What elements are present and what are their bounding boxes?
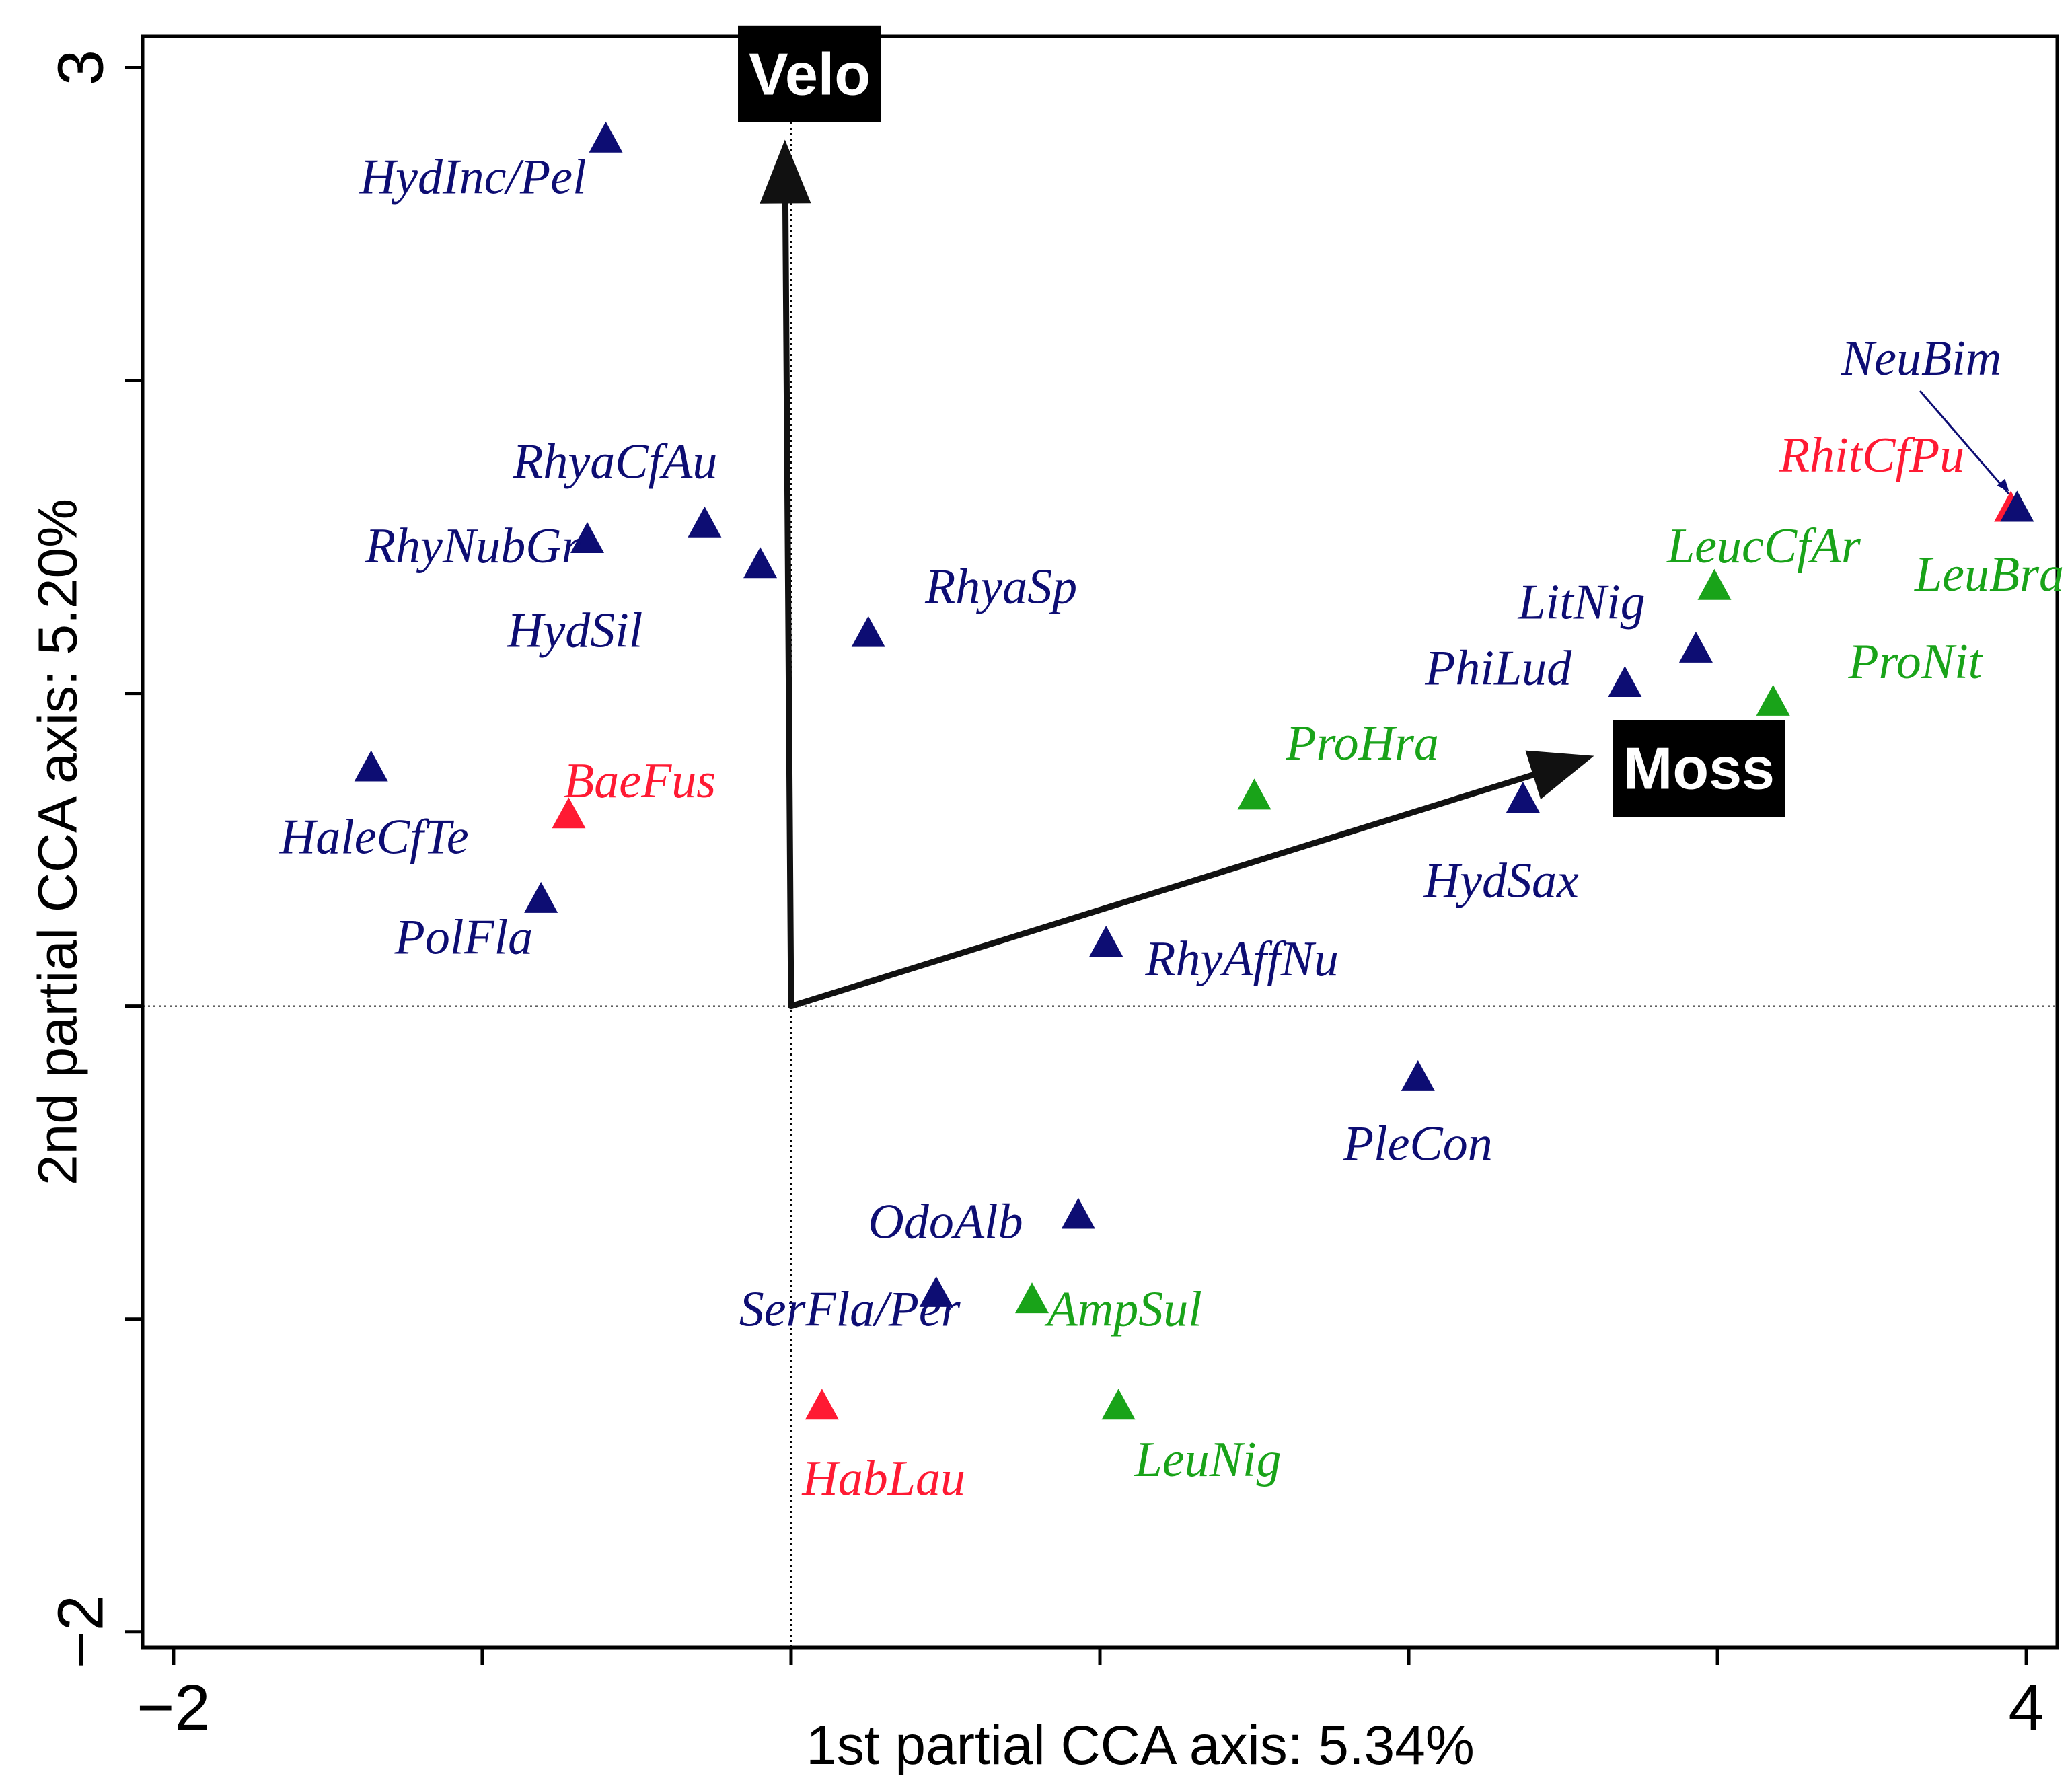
neubim-pointer-line (1919, 390, 2010, 495)
species-label-leubra: LeuBra (1914, 547, 2064, 602)
species-point-baefus (552, 797, 586, 829)
y-axis-title: 2nd partial CCA axis: 5.20% (28, 498, 89, 1185)
species-label-hydsil: HydSil (507, 603, 642, 659)
species-label-odoalb: OdoAlb (868, 1195, 1023, 1250)
species-label-leunig: LeuNig (1134, 1432, 1282, 1487)
vector-shaft-moss (788, 770, 1543, 1010)
vector-label-text: Moss (1623, 735, 1775, 802)
species-label-litnig: LitNig (1517, 575, 1645, 630)
species-label-philud: PhiLud (1424, 640, 1572, 696)
species-point-odoalb (1061, 1197, 1095, 1229)
species-label-baefus: BaeFus (564, 753, 716, 809)
species-point-hablau (805, 1389, 839, 1420)
species-label-neubim: NeuBim (1841, 331, 2001, 386)
species-label-rhynubgr: RhyNubGr (365, 519, 582, 574)
species-point-rhyacfau (688, 506, 722, 538)
x-tick-label-4: 4 (2008, 1672, 2044, 1744)
tick-labels: −2 4 3 −2 (45, 50, 2044, 1744)
vector-arrowhead-velo (760, 139, 811, 204)
species-point-neubim (2000, 490, 2034, 522)
species-label-polfla: PolFla (394, 910, 533, 965)
y-tick-label-3: 3 (45, 50, 117, 85)
species-label-prohra: ProHra (1285, 716, 1439, 771)
species-label-hydinc-pel: HydInc/Pel (359, 149, 587, 205)
species-point-serfla-per (919, 1275, 953, 1307)
species-point-philud (1608, 665, 1642, 697)
species-label-hablau: HabLau (801, 1451, 965, 1506)
species-label-pronit: ProNit (1847, 634, 1983, 690)
species-label-rhyaffnu: RhyAffNu (1144, 932, 1339, 987)
species-point-hydsax (1506, 782, 1540, 813)
species-point-litnig (1678, 631, 1713, 663)
species-point-leuccfar (1697, 568, 1732, 600)
vector-label-box (738, 25, 882, 122)
zero-reference-lines (143, 36, 2057, 1648)
species-point-hydinc-pel (589, 121, 623, 153)
species-point-pronit (1756, 684, 1790, 716)
species-point-rhyasp (851, 616, 885, 647)
species-point-plecon (1401, 1060, 1435, 1091)
species-label-leuccfar: LeucCfAr (1666, 519, 1861, 574)
vector-arrowhead-moss (1525, 750, 1594, 800)
y-axis-ticks (125, 66, 143, 1634)
x-axis-ticks (172, 1648, 2028, 1665)
x-axis-title: 1st partial CCA axis: 5.34% (806, 1715, 1475, 1776)
vector-shaft-velo (782, 193, 794, 1010)
species-label-rhyacfau: RhyaCfAu (512, 434, 717, 489)
species-point-ampsul (1015, 1282, 1049, 1314)
environmental-vector-labels: Velo Moss (738, 25, 1785, 817)
neubim-pointer-head (1997, 478, 2009, 492)
species-label-rhyasp: RhyaSp (924, 559, 1077, 614)
species-label-hydsax: HydSax (1423, 854, 1579, 909)
vector-label-box (1613, 720, 1785, 817)
species-point-rhynubgr (570, 522, 605, 554)
vector-label-velo: Velo (738, 25, 882, 122)
species-point-hydsil (743, 547, 778, 579)
species-point-leunig (1101, 1389, 1136, 1420)
species-label-ampsul: AmpSul (1044, 1282, 1202, 1337)
species-label-serfla-per: SerFla/Per (739, 1282, 961, 1337)
species-point-rhyaffnu (1089, 925, 1123, 957)
species-label-plecon: PleCon (1343, 1116, 1493, 1171)
species-point-halecfte (354, 750, 388, 782)
vector-label-moss: Moss (1613, 720, 1785, 817)
species-points (354, 121, 2034, 1420)
species-point-polfla (524, 881, 558, 913)
environmental-vectors (760, 139, 1594, 1010)
y-tick-label-2: −2 (45, 1595, 117, 1668)
species-point-prohra (1237, 778, 1271, 810)
species-label-halecfte: HaleCfTe (279, 810, 469, 865)
vector-label-text: Velo (749, 40, 871, 107)
x-tick-label-2: −2 (137, 1672, 210, 1744)
species-label-rhitcfpu: RhitCfPu (1779, 428, 1964, 483)
species-labels: HydInc/Pel RhyaCfAu RhyNubGr HydSil RhyaSp Ha… (279, 149, 2064, 1506)
